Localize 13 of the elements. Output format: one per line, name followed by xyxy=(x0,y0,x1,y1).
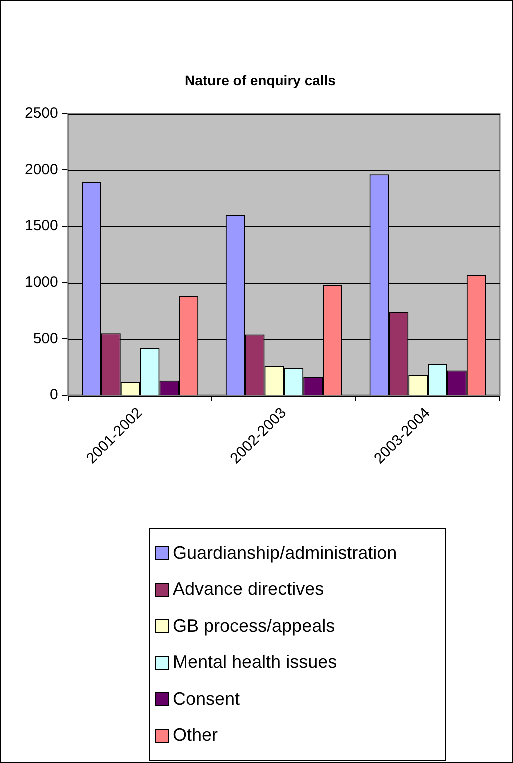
legend-label: Advance directives xyxy=(173,579,324,600)
y-tick-label: 1500 xyxy=(24,218,58,235)
y-tick-label: 0 xyxy=(50,386,58,404)
y-tick-label: 500 xyxy=(33,330,58,348)
legend-label: Guardianship/administration xyxy=(173,542,398,564)
y-tick-label: 2000 xyxy=(24,161,58,178)
legend-label: Consent xyxy=(173,688,240,710)
legend-label: Mental health issues xyxy=(173,652,338,674)
y-tick-label: 2500 xyxy=(24,104,58,122)
legend-label: Other xyxy=(173,725,218,746)
chart-title: Nature of enquiry calls xyxy=(185,72,336,88)
legend-label: GB process/appeals xyxy=(173,616,336,637)
y-tick-label: 1000 xyxy=(24,274,58,291)
